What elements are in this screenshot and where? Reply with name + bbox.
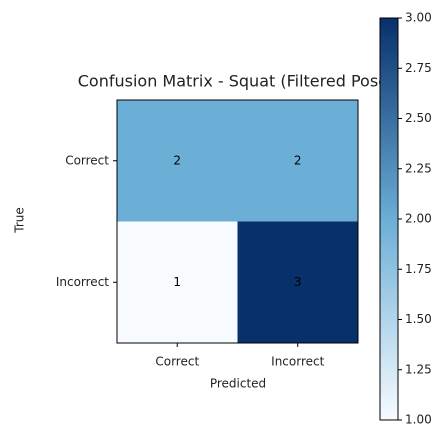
- x-tick-label: Incorrect: [271, 355, 324, 369]
- cell: [117, 221, 238, 343]
- cell-label: 1: [173, 275, 181, 289]
- colorbar-tick-label: 1.00: [405, 413, 432, 427]
- colorbar-tick-label: 1.25: [405, 362, 432, 376]
- cell-label: 2: [294, 153, 302, 167]
- plot-frame: [116, 99, 359, 344]
- x-tick-label: Correct: [155, 355, 199, 369]
- x-axis-label: Predicted: [210, 377, 266, 391]
- cell-label: 2: [173, 153, 181, 167]
- colorbar-tick-label: 2.00: [405, 212, 432, 226]
- colorbar-tick-label: 2.25: [405, 161, 432, 175]
- colorbar-tick-label: 3.00: [405, 11, 432, 25]
- cell: [117, 100, 238, 222]
- cell: [237, 221, 358, 343]
- y-axis-label: True: [13, 207, 27, 234]
- colorbar-tick-label: 2.75: [405, 61, 432, 75]
- cell-label: 3: [294, 275, 302, 289]
- colorbar-tick-label: 1.50: [405, 312, 432, 326]
- y-tick-label: Incorrect: [56, 275, 109, 289]
- chart-title: Confusion Matrix - Squat (Filtered Pose): [78, 72, 395, 91]
- colorbar-tick-label: 2.50: [405, 111, 432, 125]
- colorbar: [379, 17, 399, 421]
- colorbar-tick-label: 1.75: [405, 262, 432, 276]
- cell: [237, 100, 358, 222]
- y-tick-label: Correct: [65, 153, 109, 167]
